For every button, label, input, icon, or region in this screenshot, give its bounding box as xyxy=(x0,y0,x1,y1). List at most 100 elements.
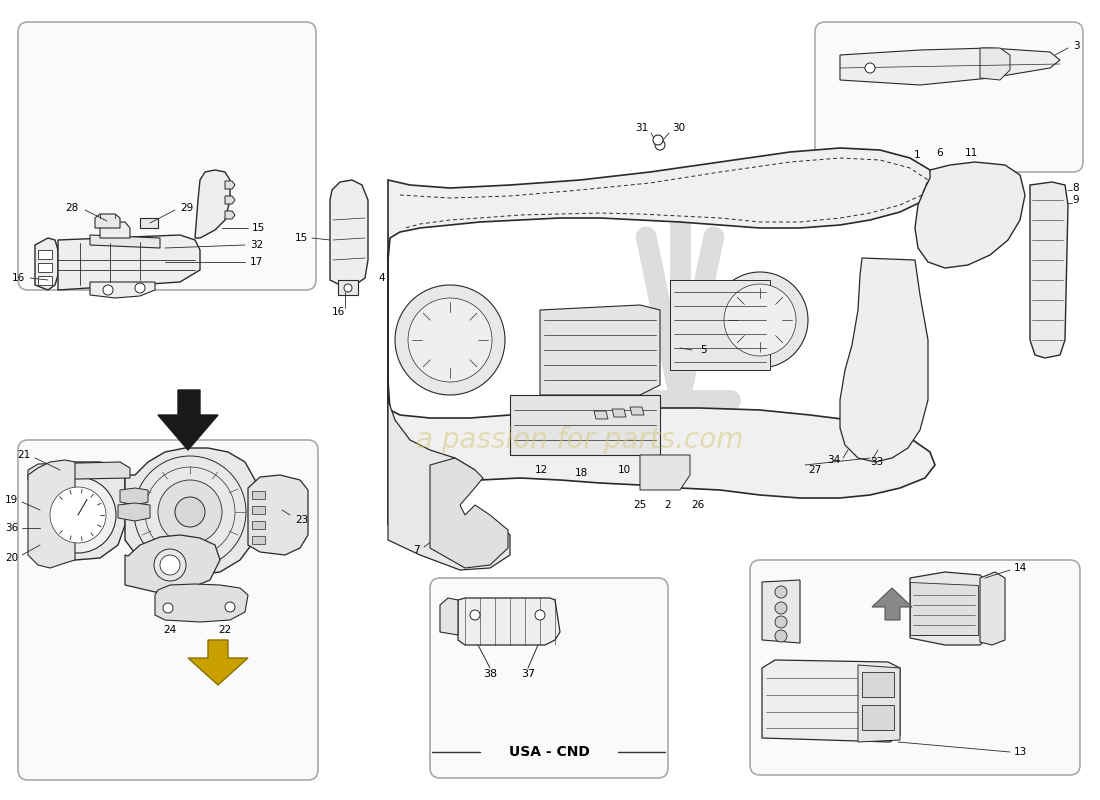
Text: 27: 27 xyxy=(808,465,822,475)
Polygon shape xyxy=(35,238,58,290)
Circle shape xyxy=(103,285,113,295)
Text: 17: 17 xyxy=(250,257,263,267)
Circle shape xyxy=(776,586,786,598)
Bar xyxy=(862,672,894,697)
Circle shape xyxy=(724,284,796,356)
Circle shape xyxy=(50,487,106,543)
Text: 1: 1 xyxy=(913,150,920,160)
Polygon shape xyxy=(118,503,150,521)
Text: 9: 9 xyxy=(1072,195,1079,205)
Polygon shape xyxy=(840,48,1060,85)
Bar xyxy=(39,250,52,259)
Polygon shape xyxy=(125,448,258,575)
Circle shape xyxy=(408,298,492,382)
FancyBboxPatch shape xyxy=(430,578,668,778)
Text: 4: 4 xyxy=(378,273,385,283)
Polygon shape xyxy=(30,462,125,560)
Text: 24: 24 xyxy=(164,625,177,635)
Bar xyxy=(39,263,52,272)
Text: 10: 10 xyxy=(618,465,631,475)
Text: 5: 5 xyxy=(700,345,706,355)
Circle shape xyxy=(226,602,235,612)
Polygon shape xyxy=(458,598,560,645)
Text: 8: 8 xyxy=(1072,183,1079,193)
Polygon shape xyxy=(630,407,644,415)
FancyBboxPatch shape xyxy=(815,22,1084,172)
Text: 33: 33 xyxy=(870,457,883,467)
Circle shape xyxy=(776,602,786,614)
Polygon shape xyxy=(248,475,308,555)
FancyBboxPatch shape xyxy=(750,560,1080,775)
Circle shape xyxy=(776,630,786,642)
Polygon shape xyxy=(980,572,1005,645)
Polygon shape xyxy=(338,280,358,295)
Polygon shape xyxy=(670,280,770,370)
Circle shape xyxy=(175,497,205,527)
Text: 28: 28 xyxy=(65,203,78,213)
Circle shape xyxy=(40,477,116,553)
Polygon shape xyxy=(440,598,458,635)
Text: 14: 14 xyxy=(1014,563,1027,573)
Text: 16: 16 xyxy=(12,273,25,283)
Text: 36: 36 xyxy=(4,523,18,533)
Text: 6: 6 xyxy=(937,148,944,158)
Text: 30: 30 xyxy=(672,123,685,133)
Polygon shape xyxy=(388,380,510,570)
Circle shape xyxy=(776,616,786,628)
Text: 22: 22 xyxy=(219,625,232,635)
Polygon shape xyxy=(910,572,984,645)
Polygon shape xyxy=(120,488,148,505)
Polygon shape xyxy=(840,258,928,462)
Text: 29: 29 xyxy=(180,203,194,213)
Polygon shape xyxy=(155,584,248,622)
Text: 15: 15 xyxy=(295,233,308,243)
Circle shape xyxy=(654,140,666,150)
Polygon shape xyxy=(28,460,75,568)
Text: 25: 25 xyxy=(634,500,647,510)
Polygon shape xyxy=(388,148,935,525)
FancyBboxPatch shape xyxy=(18,440,318,780)
Circle shape xyxy=(535,610,544,620)
Circle shape xyxy=(160,555,180,575)
Polygon shape xyxy=(540,305,660,395)
Bar xyxy=(862,705,894,730)
Polygon shape xyxy=(226,181,235,189)
Text: 15: 15 xyxy=(252,223,265,233)
Text: 12: 12 xyxy=(535,465,548,475)
Text: 26: 26 xyxy=(692,500,705,510)
Circle shape xyxy=(158,480,222,544)
Polygon shape xyxy=(640,455,690,490)
Text: 32: 32 xyxy=(250,240,263,250)
Polygon shape xyxy=(100,222,130,238)
Text: 38: 38 xyxy=(483,669,497,679)
Polygon shape xyxy=(195,170,230,238)
Polygon shape xyxy=(762,580,800,643)
Text: 18: 18 xyxy=(575,468,589,478)
Polygon shape xyxy=(140,218,158,228)
Polygon shape xyxy=(252,521,265,529)
Polygon shape xyxy=(158,390,218,450)
Polygon shape xyxy=(915,162,1025,268)
Polygon shape xyxy=(330,180,369,285)
Polygon shape xyxy=(95,214,120,228)
Polygon shape xyxy=(252,506,265,514)
Bar xyxy=(39,276,52,285)
Polygon shape xyxy=(1030,182,1068,358)
Text: 23: 23 xyxy=(295,515,308,525)
Polygon shape xyxy=(226,211,235,219)
FancyBboxPatch shape xyxy=(18,22,316,290)
Polygon shape xyxy=(858,665,900,742)
Polygon shape xyxy=(90,282,155,298)
Polygon shape xyxy=(612,409,626,417)
Polygon shape xyxy=(594,411,608,419)
Text: 34: 34 xyxy=(827,455,840,465)
Text: 19: 19 xyxy=(4,495,18,505)
Text: a passion for parts.com: a passion for parts.com xyxy=(417,426,744,454)
Text: 2: 2 xyxy=(664,500,671,510)
Circle shape xyxy=(163,603,173,613)
Circle shape xyxy=(395,285,505,395)
Polygon shape xyxy=(125,535,220,592)
Polygon shape xyxy=(226,196,235,204)
Text: 13: 13 xyxy=(1014,747,1027,757)
Text: 31: 31 xyxy=(635,123,648,133)
